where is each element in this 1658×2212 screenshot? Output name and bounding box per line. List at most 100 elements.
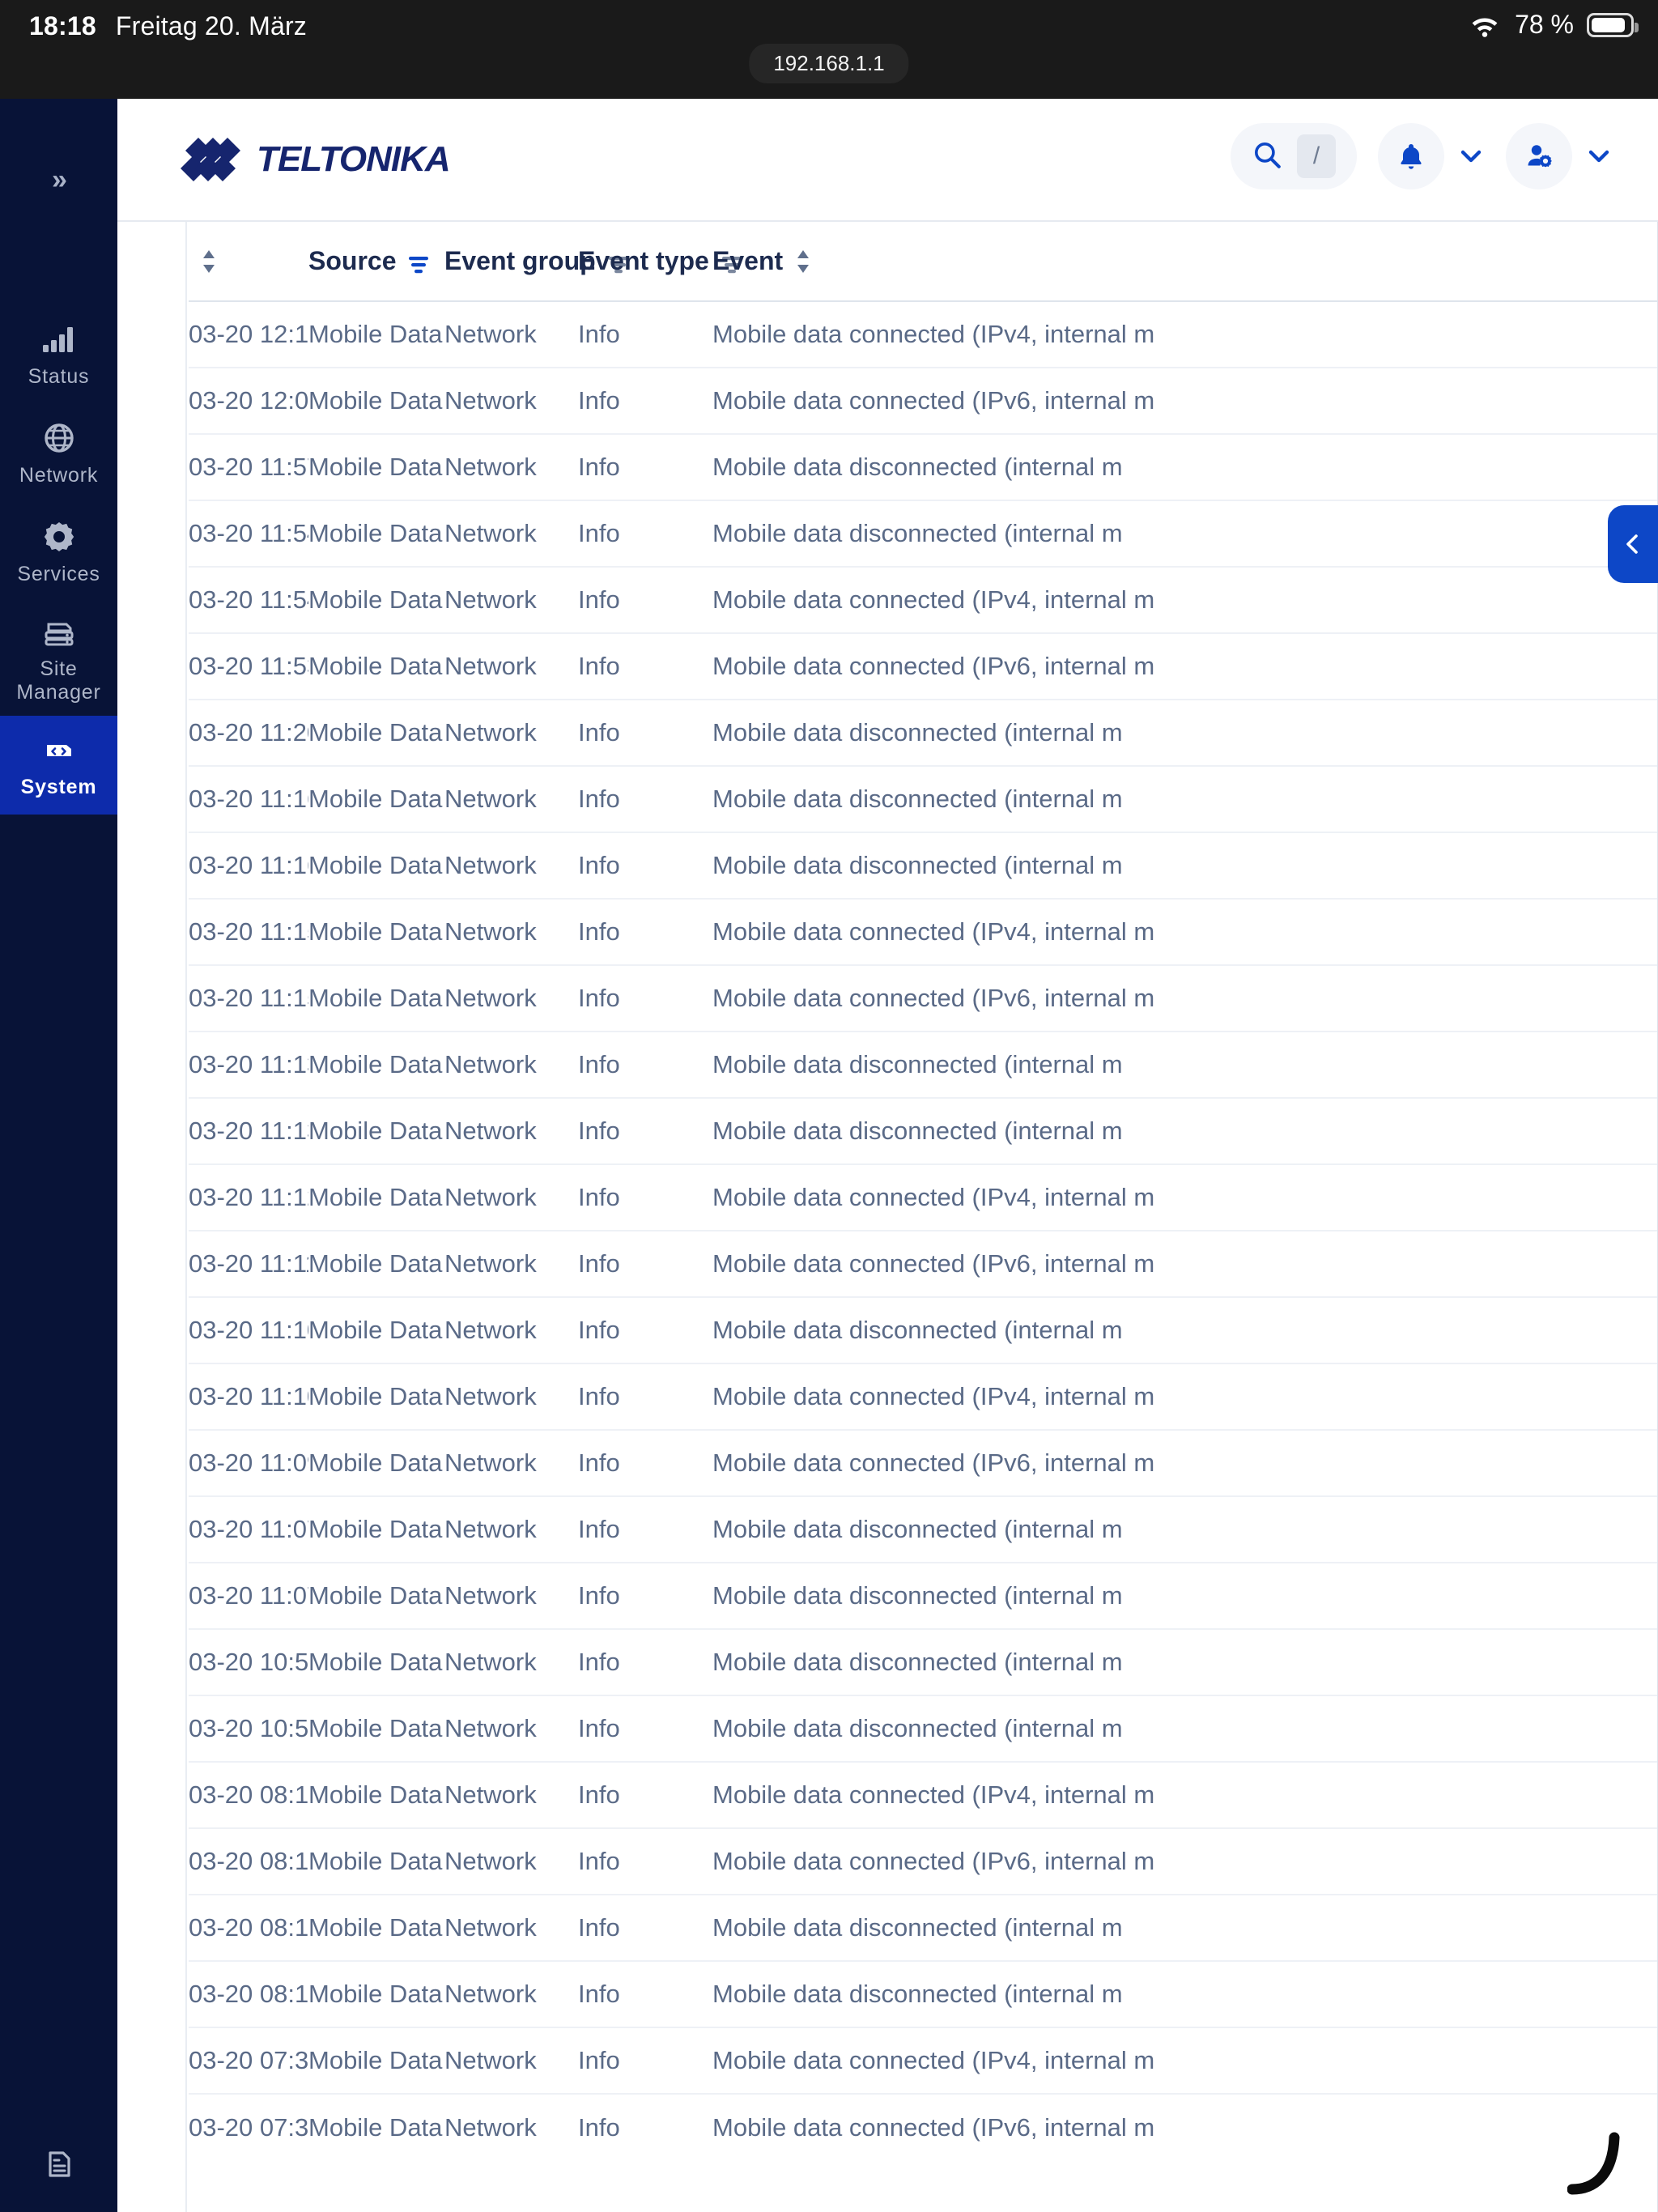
cell-type: Info — [578, 567, 712, 634]
table-row[interactable]: 03-20 11:16:49Mobile DataNetworkInfoMobi… — [189, 766, 1658, 833]
sort-icon[interactable] — [794, 248, 812, 275]
table-row[interactable]: 03-20 08:11:08Mobile DataNetworkInfoMobi… — [189, 1961, 1658, 2028]
column-header-date[interactable] — [189, 222, 308, 302]
table-row[interactable]: 03-20 11:13:42Mobile DataNetworkInfoMobi… — [189, 1032, 1658, 1099]
user-settings-icon[interactable] — [1506, 123, 1572, 189]
search-button[interactable]: / — [1231, 123, 1357, 189]
column-header-event[interactable]: Event — [712, 222, 1658, 302]
sidebar-item-status[interactable]: Status — [0, 305, 117, 404]
table-row[interactable]: 03-20 11:54:01Mobile DataNetworkInfoMobi… — [189, 567, 1658, 634]
cell-group: Network — [444, 434, 578, 501]
notifications-group[interactable] — [1378, 123, 1485, 189]
table-row[interactable]: 03-20 11:15:38Mobile DataNetworkInfoMobi… — [189, 899, 1658, 966]
sidebar-item-label: Network — [19, 464, 99, 487]
cell-group: Network — [444, 1032, 578, 1099]
table-row[interactable]: 03-20 08:14:04Mobile DataNetworkInfoMobi… — [189, 1828, 1658, 1895]
cell-source: Mobile Data — [308, 1363, 444, 1431]
table-row[interactable]: 03-20 11:16:29Mobile DataNetworkInfoMobi… — [189, 832, 1658, 900]
cell-type: Info — [578, 700, 712, 767]
event-log-scroll-area[interactable]: Source Event grou — [189, 222, 1658, 2212]
column-header-event-group[interactable]: Event group — [444, 222, 628, 302]
table-row[interactable]: 03-20 11:11:58Mobile DataNetworkInfoMobi… — [189, 1231, 1658, 1298]
cell-source: Mobile Data — [308, 567, 444, 634]
sidebar-item-network[interactable]: Network — [0, 404, 117, 503]
filter-icon[interactable] — [407, 251, 430, 273]
sort-icon[interactable] — [200, 248, 218, 275]
filter-icon[interactable] — [721, 251, 743, 273]
globe-icon — [40, 419, 78, 457]
signal-bars-icon — [40, 321, 78, 358]
cell-group: Network — [444, 1762, 578, 1829]
chevron-down-icon[interactable] — [1457, 143, 1485, 170]
status-bar-left: 18:18 Freitag 20. März — [29, 11, 307, 41]
cell-type: Info — [578, 2027, 712, 2095]
cell-source: Mobile Data — [308, 1828, 444, 1895]
cell-type: Info — [578, 1629, 712, 1696]
table-row[interactable]: 03-20 07:37:27Mobile DataNetworkInfoMobi… — [189, 2027, 1658, 2095]
table-row[interactable]: 03-20 11:53:57Mobile DataNetworkInfoMobi… — [189, 633, 1658, 700]
table-row[interactable]: 03-20 11:07:08Mobile DataNetworkInfoMobi… — [189, 1563, 1658, 1630]
cell-event: Mobile data connected (IPv6, internal m — [712, 368, 1658, 435]
cell-event: Mobile data connected (IPv4, internal m — [712, 301, 1658, 368]
table-row[interactable]: 03-20 11:10:02Mobile DataNetworkInfoMobi… — [189, 1363, 1658, 1431]
table-row[interactable]: 03-20 11:20:03Mobile DataNetworkInfoMobi… — [189, 700, 1658, 767]
cell-type: Info — [578, 1961, 712, 2028]
teltonika-logo[interactable]: TELTONIKA — [181, 134, 451, 185]
cell-event: Mobile data connected (IPv4, internal m — [712, 567, 1658, 634]
document-icon — [40, 2146, 78, 2183]
cell-type: Info — [578, 500, 712, 568]
cell-event: Mobile data connected (IPv6, internal m — [712, 1430, 1658, 1497]
cell-type: Info — [578, 1430, 712, 1497]
table-row[interactable]: 03-20 11:12:01Mobile DataNetworkInfoMobi… — [189, 1164, 1658, 1231]
column-header-source[interactable]: Source — [308, 222, 444, 302]
side-panel-collapse-button[interactable] — [1608, 505, 1658, 583]
table-row[interactable]: 03-20 11:09:59Mobile DataNetworkInfoMobi… — [189, 1430, 1658, 1497]
table-row[interactable]: 03-20 12:10:00Mobile DataNetworkInfoMobi… — [189, 301, 1658, 368]
cell-type: Info — [578, 368, 712, 435]
table-row[interactable]: 03-20 08:11:15Mobile DataNetworkInfoMobi… — [189, 1895, 1658, 1962]
table-row[interactable]: 03-20 11:57:36Mobile DataNetworkInfoMobi… — [189, 434, 1658, 501]
teltonika-chevrons-icon — [181, 134, 249, 185]
sidebar-item-site-manager[interactable]: Site Manager — [0, 602, 117, 716]
cell-date: 03-20 08:14:04 — [189, 1828, 308, 1895]
cell-type: Info — [578, 633, 712, 700]
chevron-left-icon — [1621, 532, 1645, 556]
cell-event: Mobile data disconnected (internal m — [712, 1032, 1658, 1099]
sidebar-item-services[interactable]: Services — [0, 503, 117, 602]
table-row[interactable]: 03-20 11:13:29Mobile DataNetworkInfoMobi… — [189, 1098, 1658, 1165]
table-row[interactable]: 03-20 08:14:08Mobile DataNetworkInfoMobi… — [189, 1762, 1658, 1829]
cell-source: Mobile Data — [308, 1098, 444, 1165]
cell-type: Info — [578, 965, 712, 1032]
sidebar-expand-button[interactable]: » — [52, 164, 67, 195]
table-row[interactable]: 03-20 12:09:54Mobile DataNetworkInfoMobi… — [189, 368, 1658, 435]
cell-group: Network — [444, 1430, 578, 1497]
sidebar-item-system[interactable]: System — [0, 716, 117, 815]
cell-source: Mobile Data — [308, 1961, 444, 2028]
user-menu-group[interactable] — [1506, 123, 1613, 189]
column-header-event-type[interactable]: Event type — [578, 222, 742, 302]
table-row[interactable]: 03-20 11:07:20Mobile DataNetworkInfoMobi… — [189, 1496, 1658, 1563]
cell-date: 03-20 11:10:06 — [189, 1297, 308, 1364]
cell-source: Mobile Data — [308, 766, 444, 833]
table-row[interactable]: 03-20 11:15:34Mobile DataNetworkInfoMobi… — [189, 965, 1658, 1032]
search-icon — [1252, 139, 1282, 174]
cell-group: Network — [444, 1895, 578, 1962]
filter-icon[interactable] — [607, 251, 630, 273]
table-row[interactable]: 03-20 10:58:53Mobile DataNetworkInfoMobi… — [189, 1629, 1658, 1696]
cell-date: 03-20 11:16:49 — [189, 766, 308, 833]
table-row[interactable]: 03-20 11:10:06Mobile DataNetworkInfoMobi… — [189, 1297, 1658, 1364]
browser-url-pill[interactable]: 192.168.1.1 — [749, 44, 909, 83]
sidebar-bottom[interactable] — [0, 2146, 117, 2183]
chevron-down-icon[interactable] — [1585, 143, 1613, 170]
cell-group: Network — [444, 2112, 537, 2142]
table-row[interactable]: 03-20 10:58:31Mobile DataNetworkInfoMobi… — [189, 1695, 1658, 1763]
cell-type: Info — [578, 301, 712, 368]
cell-type: Info — [578, 1363, 712, 1431]
cell-date: 03-20 11:20:03 — [189, 700, 308, 767]
bell-icon[interactable] — [1378, 123, 1444, 189]
table-row[interactable]: 03-20 11:54:14Mobile DataNetworkInfoMobi… — [189, 500, 1658, 568]
logo-wordmark: TELTONIKA — [257, 139, 451, 179]
cell-source: Mobile Data — [308, 633, 444, 700]
sidebar-item-label: Status — [28, 365, 90, 388]
